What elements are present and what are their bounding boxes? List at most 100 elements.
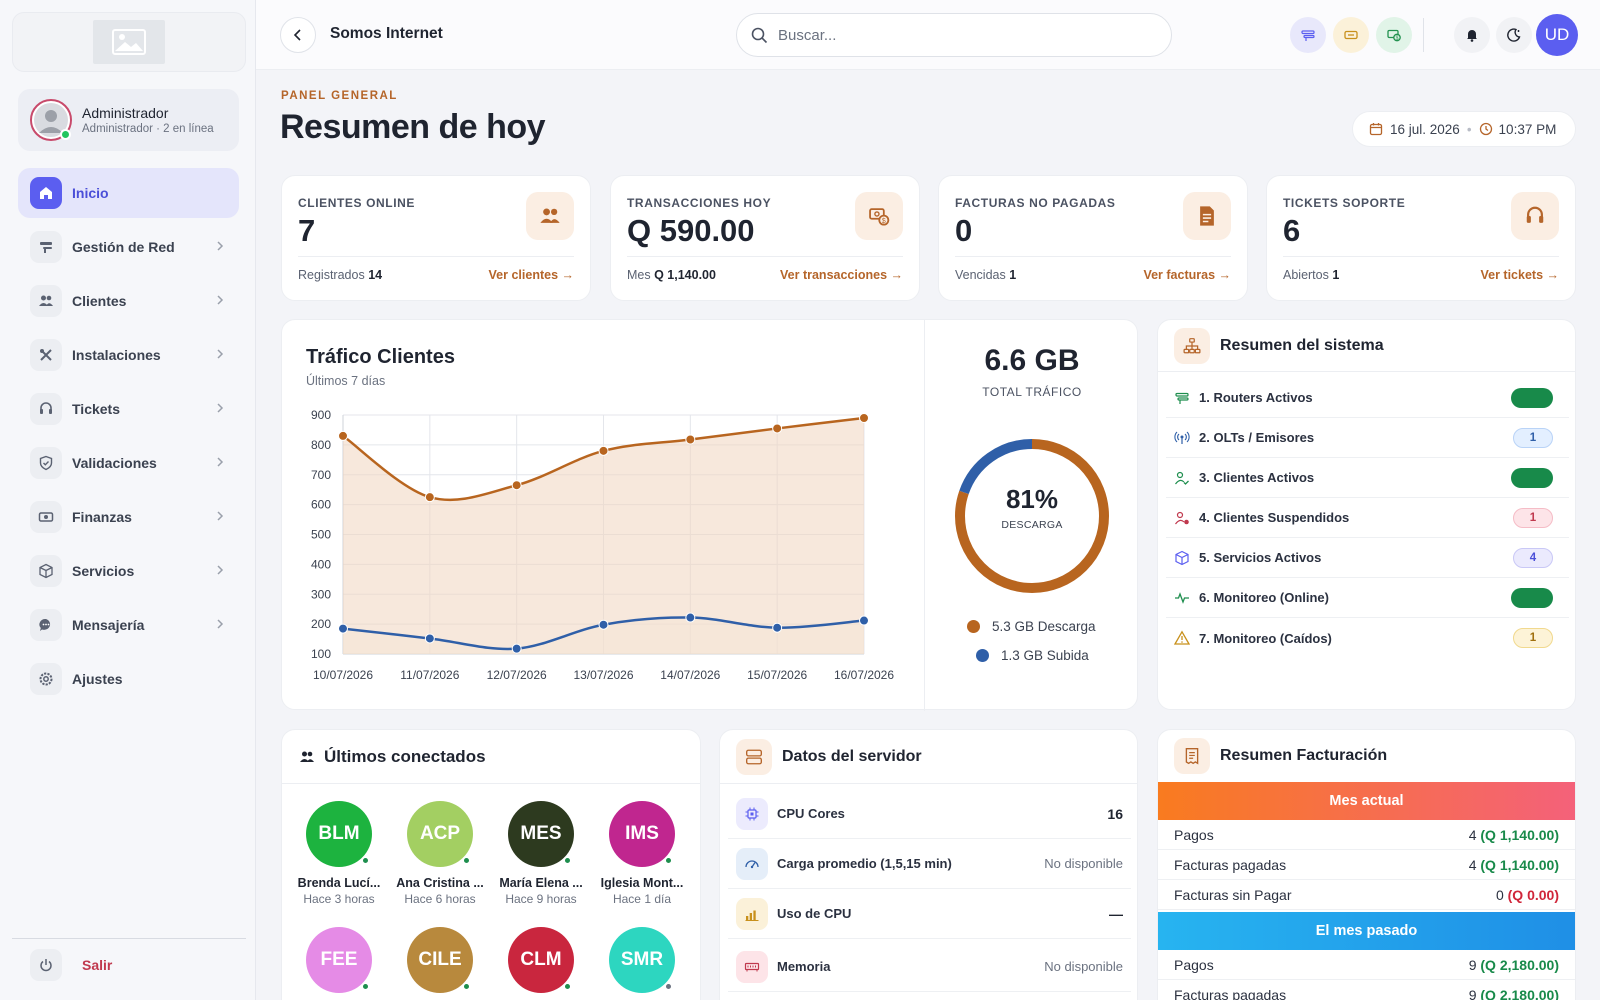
traffic-card: Tráfico Clientes Últimos 7 días 900 800 70… <box>281 319 1138 711</box>
ver-clientes-link[interactable]: Ver clientes → <box>488 268 574 282</box>
sidebar-nav: Inicio Gestión de Red Clientes Instalaci… <box>18 168 239 708</box>
client-last-seen: Hace 1 día <box>612 892 672 906</box>
stat-footer-value: 1 <box>1009 268 1017 282</box>
warning-icon <box>1174 630 1190 645</box>
connected-client[interactable]: FEE <box>289 927 389 993</box>
server-row-value: — <box>1109 905 1123 922</box>
sidebar-item-label: Finanzas <box>72 509 132 525</box>
pulse-icon <box>1175 591 1189 604</box>
system-row-servicios[interactable]: 5. Servicios Activos 4 <box>1166 538 1569 578</box>
server-row-memory: Memoria No disponible <box>728 942 1131 992</box>
upload-data-point <box>424 633 435 644</box>
donut-label: DESCARGA <box>1001 519 1063 531</box>
logout-button[interactable]: Salir <box>30 949 112 981</box>
system-row-routers[interactable]: 1. Routers Activos <box>1166 378 1569 418</box>
sidebar-item-gestion-red[interactable]: Gestión de Red <box>18 222 239 272</box>
search-bar[interactable] <box>736 13 1172 57</box>
system-row-olts[interactable]: 2. OLTs / Emisores 1 <box>1166 418 1569 458</box>
system-row-label: 3. Clientes Activos <box>1199 470 1315 485</box>
logo[interactable] <box>12 12 246 72</box>
connected-client[interactable]: CLM <box>491 927 591 993</box>
quick-ticket-button[interactable] <box>1333 17 1369 53</box>
x-tick-label: 16/07/2026 <box>834 668 894 682</box>
connected-client[interactable]: CILE <box>390 927 490 993</box>
search-input[interactable] <box>778 26 1138 44</box>
sidebar-item-label: Mensajería <box>72 617 145 633</box>
x-tick-label: 13/07/2026 <box>573 668 633 682</box>
card-title: Datos del servidor <box>782 747 922 765</box>
sidebar-item-ajustes[interactable]: Ajustes <box>18 654 239 704</box>
bell-icon <box>1467 30 1477 42</box>
billing-count: 0 <box>1495 886 1504 903</box>
status-badge <box>1511 587 1553 608</box>
legend-upload: 1.3 GB Subida <box>976 648 1089 663</box>
client-initials: CILE <box>418 949 462 970</box>
user-avatar-button[interactable]: UD <box>1536 14 1578 56</box>
time-text: 10:37 PM <box>1498 121 1557 137</box>
sidebar-item-inicio[interactable]: Inicio <box>18 168 239 218</box>
billing-count: 4 <box>1468 856 1477 873</box>
current-month-band: Mes actual <box>1158 782 1575 820</box>
count-badge: 1 <box>1513 628 1553 648</box>
sidebar-item-clientes[interactable]: Clientes <box>18 276 239 326</box>
connected-client[interactable]: ACP Ana Cristina ... Hace 6 horas <box>390 801 490 906</box>
router-icon <box>30 231 62 263</box>
theme-toggle-button[interactable] <box>1496 17 1532 53</box>
notifications-button[interactable] <box>1454 17 1490 53</box>
sidebar-item-finanzas[interactable]: Finanzas <box>18 492 239 542</box>
download-data-point <box>859 412 869 423</box>
sidebar-item-servicios[interactable]: Servicios <box>18 546 239 596</box>
sidebar-item-mensajeria[interactable]: Mensajería <box>18 600 239 650</box>
upload-data-point <box>859 615 869 626</box>
x-tick-label: 12/07/2026 <box>487 668 547 682</box>
traffic-subtitle: Últimos 7 días <box>306 374 386 388</box>
sidebar-item-tickets[interactable]: Tickets <box>18 384 239 434</box>
download-data-point <box>772 423 783 434</box>
quick-network-button[interactable] <box>1290 17 1326 53</box>
system-row-clientes-suspendidos[interactable]: 4. Clientes Suspendidos 1 <box>1166 498 1569 538</box>
client-initials: ACP <box>419 823 461 844</box>
legend-label: 1.3 GB Subida <box>1001 648 1089 663</box>
stat-label: TRANSACCIONES HOY <box>627 196 772 210</box>
client-name: Brenda Lucí... <box>297 876 381 890</box>
upload-data-point <box>511 643 522 654</box>
server-row-label: Carga promedio (1,5,15 min) <box>777 856 952 871</box>
billing-row-label: Facturas sin Pagar <box>1174 886 1292 903</box>
sidebar-item-instalaciones[interactable]: Instalaciones <box>18 330 239 380</box>
ver-facturas-link[interactable]: Ver facturas → <box>1143 268 1231 282</box>
sidebar-item-validaciones[interactable]: Validaciones <box>18 438 239 488</box>
client-initials: IMS <box>625 823 659 844</box>
user-card[interactable]: Administrador Administrador · 2 en línea <box>18 89 239 151</box>
traffic-line-chart: 900 800 700 600 500 400 300 200 100 10/07/2026 11/… <box>311 408 894 682</box>
system-row-clientes-activos[interactable]: 3. Clientes Activos <box>1166 458 1569 498</box>
system-row-monitoreo-online[interactable]: 6. Monitoreo (Online) <box>1166 578 1569 618</box>
billing-row: Facturas sin Pagar 0 (Q 0.00) <box>1158 880 1575 910</box>
sidebar-item-label: Tickets <box>72 401 120 417</box>
system-row-monitoreo-caidos[interactable]: 7. Monitoreo (Caídos) 1 <box>1166 618 1569 658</box>
connected-client[interactable]: BLM Brenda Lucí... Hace 3 horas <box>289 801 389 906</box>
billing-amount: (Q 1,140.00) <box>1480 856 1559 873</box>
x-tick-label: 11/07/2026 <box>400 668 459 682</box>
status-badge <box>1511 387 1553 408</box>
card-header: Últimos conectados <box>282 730 700 784</box>
connected-client[interactable]: MES María Elena ... Hace 9 horas <box>491 801 591 906</box>
stat-footer-value: 1 <box>1332 268 1340 282</box>
ver-tickets-link[interactable]: Ver tickets → <box>1480 268 1559 282</box>
router-icon <box>1301 30 1315 41</box>
billing-summary-card: Resumen Facturación Mes actual Pagos 4 (… <box>1157 729 1576 1000</box>
back-button[interactable] <box>280 17 316 53</box>
legend-label: 5.3 GB Descarga <box>992 619 1096 634</box>
stat-footer: Mes Q 1,140.00 <box>627 268 716 282</box>
legend-dot <box>976 649 989 662</box>
y-tick-label: 600 <box>311 498 331 512</box>
stat-card-transacciones: TRANSACCIONES HOY Q 590.00 $ Mes Q 1,140… <box>610 175 920 301</box>
power-icon <box>30 949 62 981</box>
online-status-dot <box>60 129 71 140</box>
chevron-right-icon <box>217 241 224 251</box>
divider <box>12 938 246 939</box>
ver-transacciones-link[interactable]: Ver transacciones → <box>780 268 903 282</box>
connected-client[interactable]: IMS Iglesia Mont... Hace 1 día <box>592 801 692 906</box>
card-title: Resumen Facturación <box>1220 747 1388 764</box>
connected-client[interactable]: SMR <box>592 927 692 993</box>
quick-payment-button[interactable]: $ <box>1376 17 1412 53</box>
